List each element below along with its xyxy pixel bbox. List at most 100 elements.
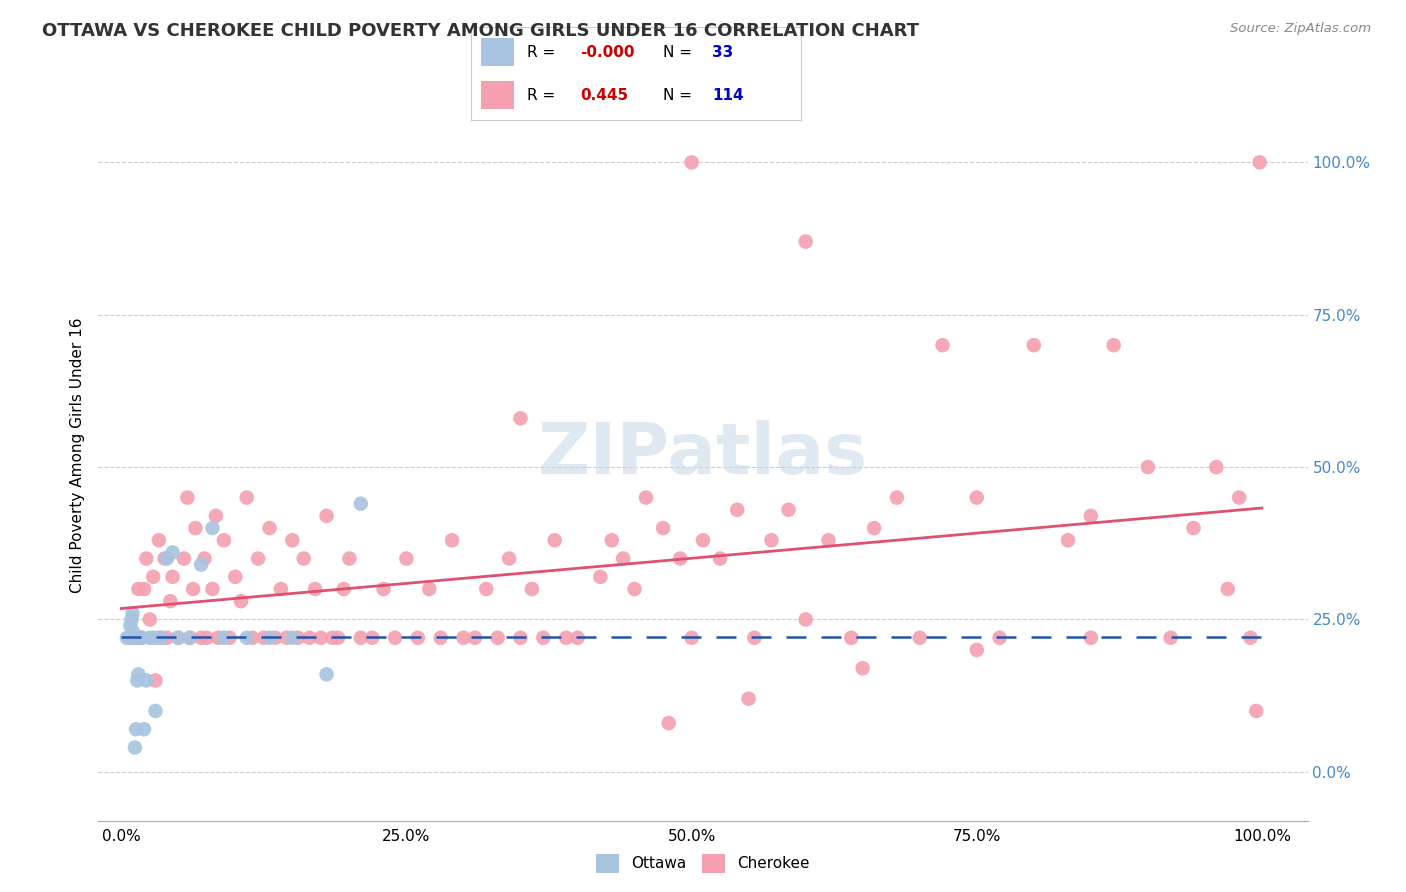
Point [361,631,384,645]
Point [886,491,908,505]
Point [520,582,543,596]
Point [235,491,257,505]
Point [395,551,418,566]
Text: N =: N = [662,45,696,60]
Point [259,631,281,645]
Point [146,631,169,645]
Point [121,607,143,621]
Point [131,631,153,645]
Text: ZIPatlas: ZIPatlas [538,420,868,490]
Point [201,582,224,596]
Point [173,551,195,566]
Point [195,631,218,645]
Point [167,631,190,645]
Text: R =: R = [527,87,561,103]
Point [652,521,675,535]
Point [309,631,332,645]
Point [124,631,146,645]
Point [817,533,839,548]
Point [270,582,292,596]
Point [181,582,204,596]
Point [794,613,817,627]
Point [681,631,703,645]
Point [567,631,589,645]
Point [247,551,270,566]
Point [509,411,531,425]
Point [429,631,451,645]
Point [264,631,287,645]
Point [509,631,531,645]
Point [531,631,554,645]
Point [692,533,714,548]
Point [127,582,149,596]
Text: 33: 33 [713,45,734,60]
Point [276,631,298,645]
Point [150,631,173,645]
Point [1102,338,1125,352]
Point [142,631,165,645]
Point [544,533,567,548]
Point [1216,582,1239,596]
Point [486,631,509,645]
Point [145,704,167,718]
Point [242,631,264,645]
Point [1057,533,1080,548]
Text: OTTAWA VS CHEROKEE CHILD POVERTY AMONG GIRLS UNDER 16 CORRELATION CHART: OTTAWA VS CHEROKEE CHILD POVERTY AMONG G… [42,22,920,40]
Point [127,673,149,688]
Point [120,618,142,632]
Point [150,631,173,645]
Point [498,551,520,566]
Point [205,508,228,523]
Point [162,570,184,584]
Point [159,594,181,608]
Point [321,631,343,645]
Point [1080,631,1102,645]
Point [350,631,373,645]
Point [681,155,703,169]
Text: N =: N = [662,87,696,103]
Legend: Ottawa, Cherokee: Ottawa, Cherokee [591,848,815,879]
Point [988,631,1011,645]
Point [1249,155,1271,169]
Point [966,643,988,657]
Point [1244,704,1267,718]
Point [475,582,498,596]
Point [224,570,246,584]
Point [1022,338,1045,352]
Point [218,631,240,645]
Point [176,491,198,505]
Point [725,503,748,517]
Point [131,631,153,645]
Point [121,624,143,639]
Point [184,521,207,535]
Point [1136,460,1159,475]
Point [132,723,155,737]
Point [669,551,692,566]
Point [190,631,212,645]
Point [139,631,162,645]
Point [142,570,165,584]
Point [148,533,170,548]
Point [441,533,464,548]
Point [287,631,309,645]
Point [373,582,395,596]
Point [229,594,252,608]
Point [190,558,212,572]
Point [156,631,179,645]
Point [384,631,406,645]
Point [761,533,783,548]
Point [304,582,326,596]
Point [235,631,257,645]
Point [292,551,315,566]
Text: 114: 114 [713,87,744,103]
Point [350,497,373,511]
Point [908,631,931,645]
Point [125,723,148,737]
Point [298,631,321,645]
Point [115,631,138,645]
Point [589,570,612,584]
Text: -0.000: -0.000 [581,45,634,60]
Point [464,631,486,645]
Point [1080,508,1102,523]
Point [212,533,235,548]
